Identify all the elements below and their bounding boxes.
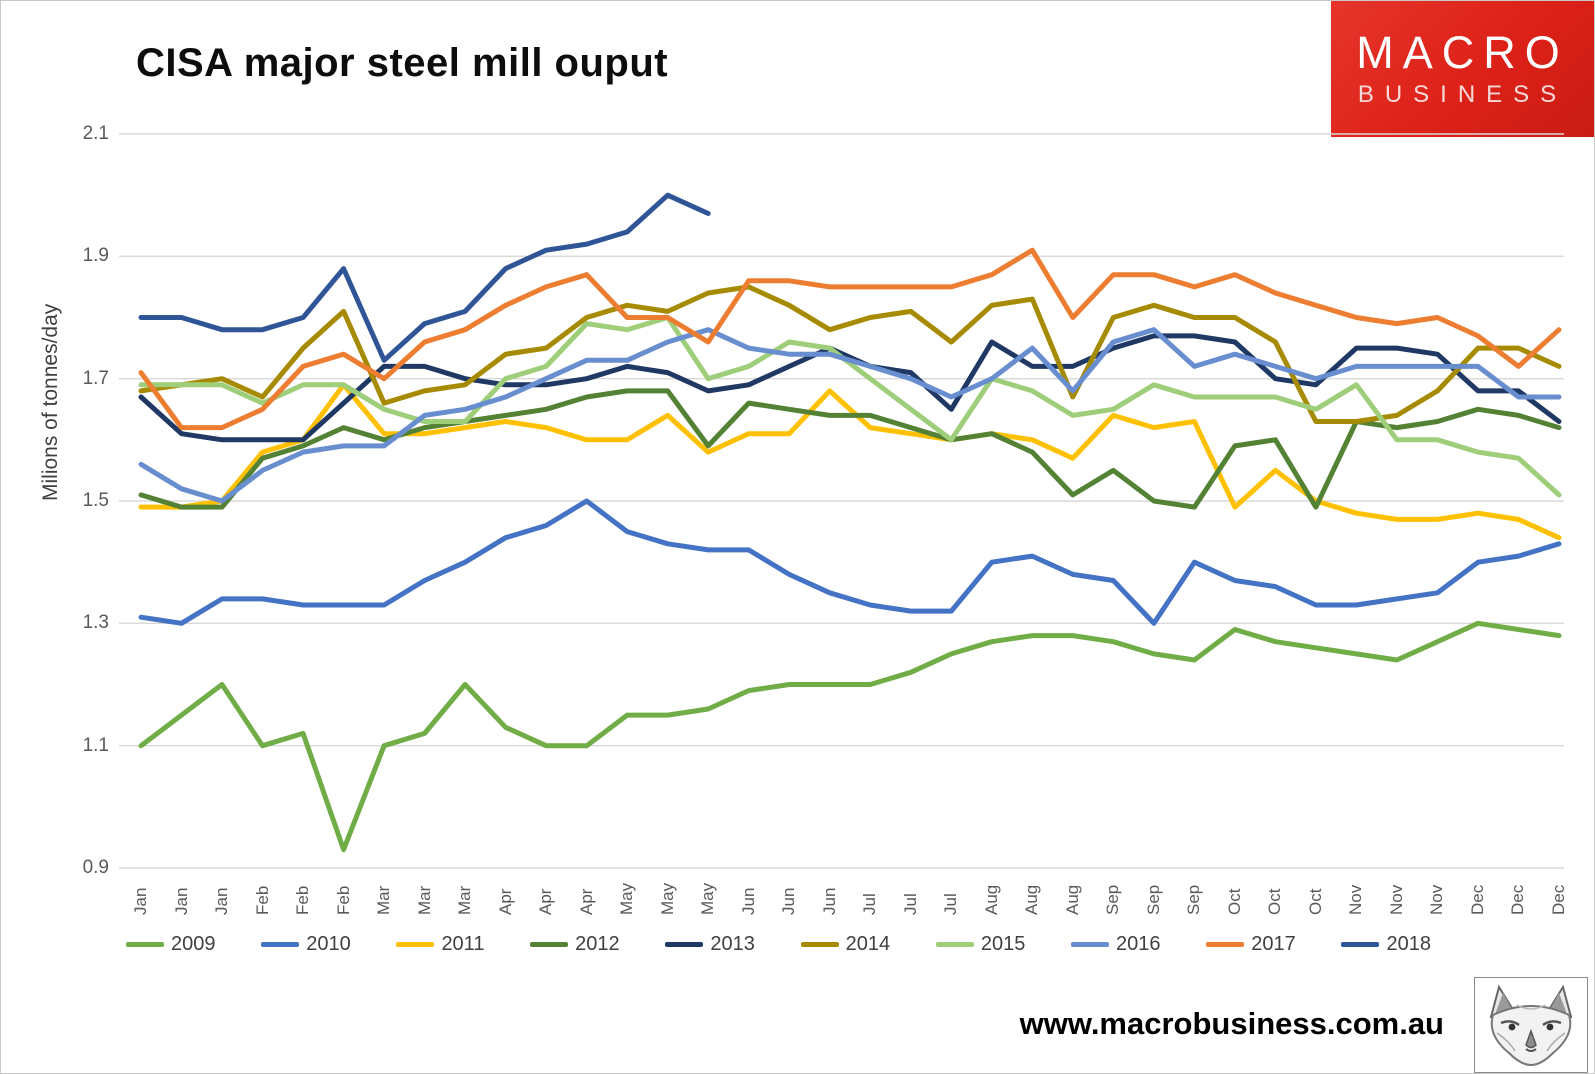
y-tick-label: 0.9 (82, 857, 109, 878)
series-line-2015[interactable] (138, 315, 1562, 498)
x-tick-label: Nov (1386, 884, 1406, 915)
legend-item-2010[interactable]: 2010 (261, 933, 351, 956)
y-tick-label: 2.1 (82, 123, 109, 144)
x-tick-label: Mar (374, 885, 394, 915)
x-tick-label: Jun (738, 887, 758, 915)
legend-item-2014[interactable]: 2014 (800, 933, 891, 956)
y-axis-title: Milions of tonnes/day (39, 303, 62, 501)
x-tick-label: May (617, 882, 637, 915)
legend-label: 2012 (575, 933, 620, 955)
legend-item-2011[interactable]: 2011 (396, 933, 484, 956)
legend-swatch-icon (530, 942, 569, 947)
x-tick-label: May (698, 882, 718, 915)
y-tick-label: 1.5 (82, 490, 109, 511)
legend-label: 2016 (1116, 933, 1161, 955)
series-line-2016[interactable] (138, 327, 1562, 504)
brand-line2: BUSINESS (1357, 80, 1568, 108)
legend-swatch-icon (935, 942, 974, 947)
x-tick-label: Jul (941, 893, 961, 915)
legend-label: 2018 (1386, 933, 1431, 955)
x-tick-label: Mar (414, 885, 434, 915)
chart-title: CISA major steel mill ouput (136, 41, 669, 85)
legend-swatch-icon (396, 942, 435, 947)
legend-swatch-icon (126, 942, 164, 947)
series-line-2011[interactable] (138, 382, 1562, 541)
x-tick-label: Jan (171, 887, 191, 915)
legend-item-2018[interactable]: 2018 (1341, 933, 1431, 956)
legend-label: 2014 (845, 933, 891, 955)
x-tick-label: Oct (1305, 888, 1325, 915)
x-tick-label: Aug (1022, 884, 1042, 915)
x-tick-label: Feb (293, 885, 313, 915)
legend-label: 2010 (306, 933, 351, 955)
x-tick-label: Sep (1143, 884, 1163, 915)
y-tick-label: 1.7 (82, 367, 109, 389)
y-tick-label: 1.1 (82, 734, 109, 756)
x-tick-label: Oct (1224, 888, 1244, 915)
x-tick-label: Apr (576, 888, 596, 915)
x-tick-label: Jul (900, 893, 920, 915)
y-tick-label: 1.9 (82, 245, 109, 267)
legend-item-2017[interactable]: 2017 (1206, 933, 1296, 956)
x-tick-label: Apr (536, 888, 556, 915)
macrobusiness-logo: MACRO BUSINESS (1331, 1, 1594, 137)
x-tick-label: Feb (333, 885, 353, 915)
series-line-2014[interactable] (138, 284, 1562, 424)
x-tick-label: Aug (1062, 884, 1082, 915)
x-tick-label: Apr (495, 888, 515, 915)
legend-item-2012[interactable]: 2012 (530, 933, 620, 956)
x-tick-label: Sep (1184, 884, 1204, 915)
legend-item-2016[interactable]: 2016 (1071, 933, 1161, 956)
series-line-2017[interactable] (138, 247, 1562, 431)
legend-swatch-icon (1206, 942, 1245, 947)
legend-swatch-icon (665, 942, 704, 947)
series-line-2012[interactable] (138, 388, 1562, 510)
legend-item-2015[interactable]: 2015 (935, 933, 1026, 956)
series-line-2009[interactable] (138, 620, 1562, 853)
x-tick-label: Jul (860, 893, 880, 915)
series-line-2018[interactable] (138, 192, 711, 363)
legend-label: 2011 (441, 933, 485, 955)
x-tick-label: May (657, 882, 677, 915)
x-tick-label: Nov (1427, 884, 1447, 915)
legend-label: 2013 (710, 933, 755, 955)
x-tick-label: Jun (819, 887, 839, 915)
chart-legend: 2009 2010 2011 2012 2013 2014 2015 2016 2017 2018 (126, 933, 1431, 956)
legend-item-2013[interactable]: 2013 (665, 933, 755, 956)
x-tick-label: Nov (1346, 884, 1366, 915)
legend-label: 2009 (171, 933, 216, 955)
x-tick-label: Oct (1265, 888, 1285, 915)
x-tick-label: Aug (981, 884, 1001, 915)
legend-item-2009[interactable]: 2009 (126, 933, 216, 956)
brand-line1: MACRO (1356, 27, 1569, 79)
x-tick-label: Mar (455, 885, 475, 915)
legend-swatch-icon (261, 942, 300, 947)
x-tick-label: Dec (1549, 884, 1568, 915)
website-url[interactable]: www.macrobusiness.com.au (1019, 1006, 1444, 1041)
legend-swatch-icon (1071, 942, 1110, 947)
x-tick-label: Dec (1508, 884, 1528, 915)
legend-swatch-icon (800, 942, 839, 947)
x-tick-label: Jan (131, 887, 150, 915)
legend-label: 2017 (1251, 933, 1296, 955)
legend-swatch-icon (1341, 942, 1380, 947)
x-tick-label: Feb (252, 885, 272, 915)
series-line-2013[interactable] (138, 333, 1562, 443)
y-tick-label: 1.3 (82, 612, 109, 634)
series-line-2010[interactable] (138, 498, 1562, 626)
fox-sketch-icon (1489, 984, 1573, 1067)
fox-logo-box (1474, 977, 1588, 1073)
x-tick-label: Jun (779, 887, 799, 915)
legend-label: 2015 (980, 933, 1026, 955)
x-tick-label: Sep (1103, 884, 1123, 915)
x-tick-label: Jan (212, 887, 232, 915)
x-tick-label: Dec (1467, 884, 1487, 915)
